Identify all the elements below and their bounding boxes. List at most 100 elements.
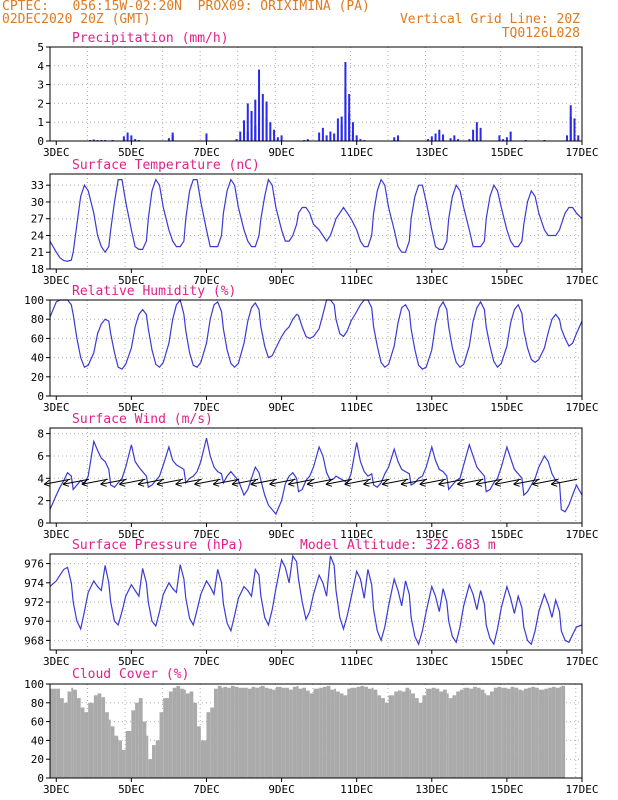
cloud-cover-bar xyxy=(185,693,190,778)
wind-arrow-head xyxy=(212,479,220,487)
precip-bar xyxy=(336,118,339,141)
wind-arrow-head xyxy=(100,479,107,487)
cloud-cover-bar xyxy=(480,689,485,778)
precip-bar xyxy=(479,127,482,141)
wind-arrow-head xyxy=(250,479,257,487)
x-tick-label: 17DEC xyxy=(565,146,598,159)
wind-arrow-head xyxy=(494,479,502,487)
cloud-cover-bar xyxy=(484,693,487,778)
cloud-cover-bar xyxy=(514,687,519,778)
model-altitude: Model Altitude: 322.683 m xyxy=(300,538,496,553)
cloud-cover-bar xyxy=(168,691,173,778)
precip-bar xyxy=(472,129,475,141)
x-tick-label: 7DEC xyxy=(193,783,220,796)
precip-bar xyxy=(396,135,399,141)
x-tick-label: 17DEC xyxy=(565,655,598,668)
cloud-cover-bar xyxy=(56,688,61,778)
x-tick-label: 11DEC xyxy=(340,401,373,414)
cloud-cover-bar xyxy=(114,735,119,778)
x-tick-label: 13DEC xyxy=(415,655,448,668)
wind-arrow xyxy=(513,478,540,485)
cloud-cover-bar xyxy=(339,693,344,778)
cloud-cover-bar xyxy=(172,687,177,778)
x-tick-label: 11DEC xyxy=(340,528,373,541)
wind-arrow-head xyxy=(475,479,483,487)
cloud-cover-bar xyxy=(272,689,276,778)
precip-bar xyxy=(498,135,501,141)
precip-bar xyxy=(359,139,362,141)
cloud-cover-bar xyxy=(414,698,419,778)
y-tick-label: 0 xyxy=(37,517,44,530)
wind-arrow xyxy=(269,478,296,485)
cloud-cover-bar xyxy=(559,686,562,778)
wind-arrow-head xyxy=(532,479,539,487)
panel-1 xyxy=(46,173,583,273)
cloud-cover-bar xyxy=(110,726,115,778)
y-tick-label: 60 xyxy=(31,332,44,345)
panel-0 xyxy=(46,46,583,145)
cloud-cover-bar xyxy=(298,688,303,778)
cloud-cover-bar xyxy=(373,689,378,778)
precip-bar xyxy=(355,135,358,141)
cloud-cover-bar xyxy=(238,687,245,778)
precip-bar xyxy=(306,139,309,141)
header-model-code: TQ0126L028 xyxy=(501,26,580,41)
cloud-cover-bar xyxy=(97,693,102,778)
cloud-cover-bar xyxy=(381,698,385,778)
cloud-cover-bar xyxy=(561,685,566,778)
cloud-cover-bar xyxy=(409,689,412,778)
cloud-cover-bar xyxy=(538,689,545,778)
wind-arrow-head xyxy=(119,479,126,487)
cloud-cover-bar xyxy=(60,698,64,778)
x-tick-label: 13DEC xyxy=(415,783,448,796)
precip-bar xyxy=(340,124,343,141)
x-tick-label: 9DEC xyxy=(268,528,295,541)
cloud-cover-bar xyxy=(289,689,293,778)
cloud-cover-bar xyxy=(260,685,265,778)
x-tick-label: 13DEC xyxy=(415,146,448,159)
cloud-cover-bar xyxy=(439,691,444,778)
cloud-cover-bar xyxy=(292,686,297,778)
cloud-cover-bar xyxy=(544,688,549,778)
precip-bar xyxy=(321,127,324,141)
x-tick-label: 13DEC xyxy=(415,274,448,287)
cloud-cover-bar xyxy=(506,688,511,778)
cloud-cover-bar xyxy=(264,687,269,778)
cloud-cover-bar xyxy=(189,691,194,778)
x-tick-label: 7DEC xyxy=(193,274,220,287)
y-tick-label: 2 xyxy=(37,495,44,508)
y-tick-label: 80 xyxy=(31,313,44,326)
y-tick-label: 60 xyxy=(31,716,44,729)
wind-arrow xyxy=(532,478,559,485)
wind-arrow-head xyxy=(400,479,408,487)
y-tick-label: 4 xyxy=(37,472,44,485)
cloud-cover-bar xyxy=(206,712,211,778)
cloud-cover-bar xyxy=(163,698,169,778)
x-tick-label: 15DEC xyxy=(490,783,523,796)
x-tick-label: 3DEC xyxy=(43,274,70,287)
panel-2 xyxy=(46,298,583,400)
x-tick-label: 9DEC xyxy=(268,783,295,796)
cloud-cover-bar xyxy=(146,735,149,778)
cloud-cover-bar xyxy=(426,688,432,778)
cloud-cover-bar xyxy=(159,712,164,778)
wind-arrow xyxy=(156,478,184,485)
x-tick-label: 11DEC xyxy=(340,783,373,796)
x-tick-label: 15DEC xyxy=(490,528,523,541)
wind-arrow-head xyxy=(457,479,464,487)
wind-arrow xyxy=(419,478,446,485)
cloud-cover-bar xyxy=(448,698,453,778)
x-tick-label: 9DEC xyxy=(268,655,295,668)
precip-bar xyxy=(509,131,512,141)
wind-arrow-head xyxy=(325,479,333,487)
cloud-cover-bar xyxy=(313,688,320,778)
x-tick-label: 3DEC xyxy=(43,146,70,159)
precip-bar xyxy=(122,136,125,141)
precip-bar xyxy=(325,135,328,141)
wind-arrow xyxy=(100,478,127,485)
cloud-cover-bar xyxy=(523,688,528,778)
x-tick-label: 13DEC xyxy=(415,528,448,541)
cloud-cover-bar xyxy=(247,688,252,778)
cloud-cover-bar xyxy=(394,691,398,778)
cloud-cover-bar xyxy=(367,688,372,778)
